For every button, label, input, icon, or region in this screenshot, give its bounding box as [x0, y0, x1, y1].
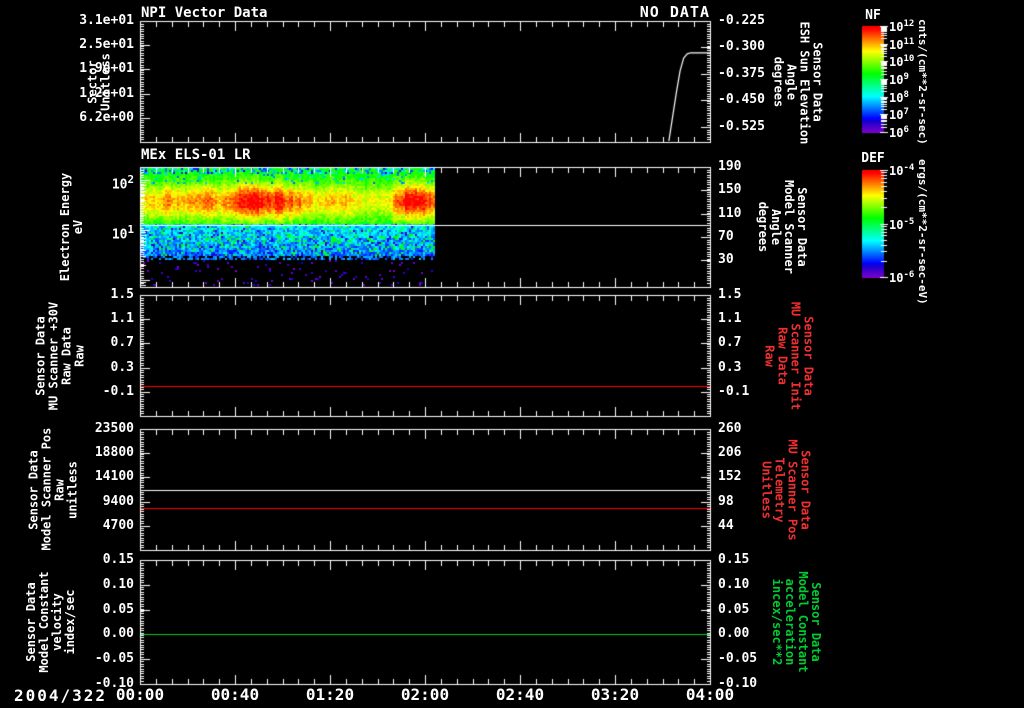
y-tick-label-left: 0.7 [110, 335, 134, 350]
y-tick-label-left: 4700 [102, 518, 134, 533]
y-tick-label-left: 0.05 [102, 602, 134, 617]
x-tick-label: 02:00 [400, 685, 450, 704]
colorbar-tick-label: 1011 [889, 37, 915, 53]
y-tick-label-right: -0.1 [718, 384, 750, 399]
y-tick-label-right: 0.15 [718, 552, 750, 567]
x-tick-label: 02:40 [495, 685, 545, 704]
y-tick-label-left: 1.1 [110, 311, 134, 326]
y-tick-label-right: -0.300 [718, 39, 765, 54]
y-tick-label-left: -0.1 [102, 384, 134, 399]
y-tick-label-right: 0.10 [718, 577, 750, 592]
y-tick-label-right: 1.1 [718, 311, 742, 326]
y-tick-label-left: 2.5e+01 [79, 37, 134, 52]
x-tick-label: 04:00 [685, 685, 735, 704]
y-tick-label-left: 0.00 [102, 626, 134, 641]
y-tick-label-right: 206 [718, 445, 742, 460]
y-tick-label-right: -0.225 [718, 13, 765, 28]
y-tick-label-right: -0.525 [718, 119, 765, 134]
y-tick-label-right: 0.00 [718, 626, 750, 641]
x-tick-label: 00:00 [115, 685, 165, 704]
date-label: 2004/322 [14, 686, 108, 705]
y-tick-label-right: 98 [718, 494, 734, 509]
y-tick-label-left: 1.9e+01 [79, 61, 134, 76]
colorbar-tick-label: 107 [889, 107, 909, 123]
y-tick-label-left: 0.15 [102, 552, 134, 567]
x-tick-label: 01:20 [305, 685, 355, 704]
y-tick-label-left: 101 [111, 223, 134, 243]
y-tick-label-right: 150 [718, 182, 742, 197]
colorbar-tick-label: 1012 [889, 19, 915, 35]
y-tick-label-right: 0.05 [718, 602, 750, 617]
colorbar-tick-label: 1010 [889, 54, 915, 70]
y-tick-label-left: 14100 [94, 469, 134, 484]
no-data-status: NO DATA [639, 3, 710, 21]
y-tick-label-left: 18800 [94, 445, 134, 460]
y-tick-label-right: 1.5 [718, 287, 742, 302]
x-tick-label: 00:40 [210, 685, 260, 704]
y-tick-label-left: 9400 [102, 494, 134, 509]
y-tick-label-left: 1.2e+01 [79, 86, 134, 101]
y-tick-label-right: -0.450 [718, 92, 765, 107]
panel-title-npi-vector-data: NPI Vector Data [141, 5, 268, 21]
y-tick-label-right: 0.7 [718, 335, 742, 350]
y-tick-label-left: -0.10 [94, 676, 134, 691]
y-tick-label-right: 30 [718, 252, 734, 267]
y-tick-label-left: 0.10 [102, 577, 134, 592]
y-tick-label-left: 102 [111, 173, 134, 193]
y-tick-label-left: 6.2e+00 [79, 110, 134, 125]
colorbar-tick-label: 108 [889, 90, 909, 106]
y-tick-label-left: 3.1e+01 [79, 13, 134, 28]
colorbar-tick-label: 10-6 [889, 270, 915, 286]
y-tick-label-right: -0.10 [718, 676, 758, 691]
y-tick-label-left: 23500 [94, 421, 134, 436]
colorbar-tick-label: 10-4 [889, 163, 915, 179]
y-tick-label-right: 0.3 [718, 360, 742, 375]
y-tick-label-left: 1.5 [110, 287, 134, 302]
y-tick-label-right: 44 [718, 518, 734, 533]
y-tick-label-right: -0.375 [718, 66, 765, 81]
y-tick-label-right: 260 [718, 421, 742, 436]
y-tick-label-right: 110 [718, 206, 742, 221]
y-tick-label-right: 70 [718, 229, 734, 244]
x-tick-label: 03:20 [590, 685, 640, 704]
y-tick-label-right: 152 [718, 469, 742, 484]
y-tick-label-left: -0.05 [94, 651, 134, 666]
panel-title-mex-els-01-lr: MEx ELS-01 LR [141, 147, 251, 163]
colorbar-title-nf: NF [865, 8, 881, 23]
y-tick-label-right: -0.05 [718, 651, 758, 666]
colorbar-title-def: DEF [861, 151, 885, 166]
y-tick-label-right: 190 [718, 159, 742, 174]
colorbar-tick-label: 106 [889, 125, 909, 141]
colorbar-tick-label: 109 [889, 72, 909, 88]
colorbar-tick-label: 10-5 [889, 217, 915, 233]
y-tick-label-left: 0.3 [110, 360, 134, 375]
